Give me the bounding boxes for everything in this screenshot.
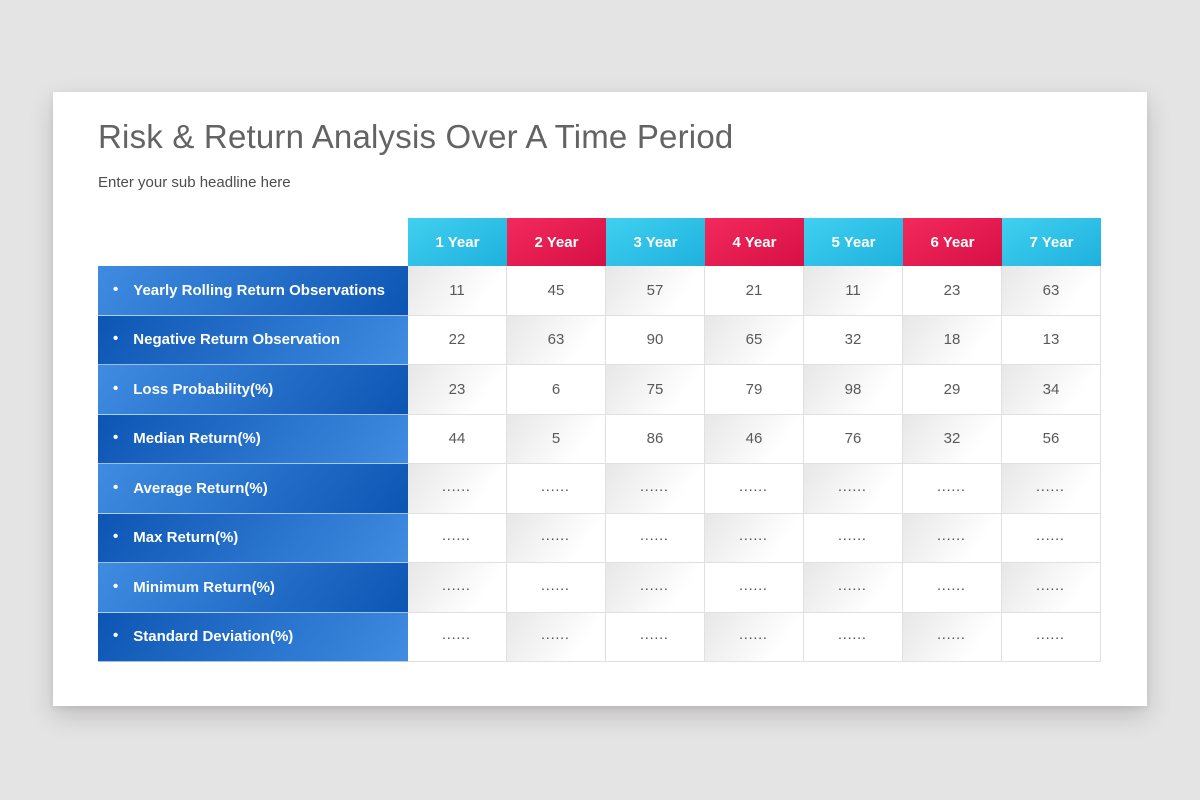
- data-cell: 65: [705, 315, 804, 365]
- column-header-1-year: 1 Year: [408, 218, 507, 266]
- row-label-text: Max Return(%): [133, 529, 239, 547]
- data-cell: 32: [804, 315, 903, 365]
- row-label: • Negative Return Observation: [98, 315, 408, 365]
- data-cell: ......: [804, 612, 903, 662]
- row-label: • Loss Probability(%): [98, 365, 408, 415]
- data-cell: ......: [903, 513, 1002, 563]
- data-cell: ......: [903, 612, 1002, 662]
- table-corner-spacer: [98, 218, 408, 266]
- data-cell: ......: [1002, 612, 1101, 662]
- data-cell: 5: [507, 414, 606, 464]
- bullet-icon: •: [113, 627, 119, 645]
- data-cell: 11: [408, 266, 507, 316]
- bullet-icon: •: [113, 280, 119, 298]
- column-header-6-year: 6 Year: [903, 218, 1002, 266]
- data-cell: ......: [507, 513, 606, 563]
- data-cell: 63: [507, 315, 606, 365]
- data-cell: 34: [1002, 365, 1101, 415]
- bullet-icon: •: [113, 577, 119, 595]
- row-label: • Median Return(%): [98, 414, 408, 464]
- data-cell: ......: [408, 563, 507, 613]
- page-title: Risk & Return Analysis Over A Time Perio…: [98, 118, 734, 155]
- data-cell: 46: [705, 414, 804, 464]
- column-header-2-year: 2 Year: [507, 218, 606, 266]
- data-cell: 75: [606, 365, 705, 415]
- slide-subtitle: Enter your sub headline here: [98, 174, 291, 191]
- data-cell: ......: [606, 612, 705, 662]
- bullet-icon: •: [113, 478, 119, 496]
- data-cell: ......: [1002, 563, 1101, 613]
- data-cell: 21: [705, 266, 804, 316]
- row-label: • Standard Deviation(%): [98, 612, 408, 662]
- data-cell: ......: [1002, 513, 1101, 563]
- bullet-icon: •: [113, 379, 119, 397]
- data-cell: ......: [606, 464, 705, 514]
- data-cell: 90: [606, 315, 705, 365]
- data-cell: 22: [408, 315, 507, 365]
- row-label-text: Minimum Return(%): [133, 578, 275, 596]
- data-cell: ......: [408, 612, 507, 662]
- data-cell: ......: [705, 563, 804, 613]
- data-cell: 44: [408, 414, 507, 464]
- data-cell: 11: [804, 266, 903, 316]
- data-cell: 76: [804, 414, 903, 464]
- data-cell: 23: [903, 266, 1002, 316]
- row-label: • Minimum Return(%): [98, 563, 408, 613]
- row-label-text: Negative Return Observation: [133, 331, 340, 349]
- data-cell: ......: [804, 464, 903, 514]
- column-header-3-year: 3 Year: [606, 218, 705, 266]
- data-cell: 56: [1002, 414, 1101, 464]
- data-cell: 79: [705, 365, 804, 415]
- row-label-text: Median Return(%): [133, 430, 261, 448]
- data-cell: ......: [606, 563, 705, 613]
- data-cell: ......: [408, 513, 507, 563]
- data-cell: 18: [903, 315, 1002, 365]
- data-cell: 45: [507, 266, 606, 316]
- data-cell: ......: [408, 464, 507, 514]
- bullet-icon: •: [113, 528, 119, 546]
- risk-return-table: 1 Year 2 Year 3 Year 4 Year 5 Year 6 Year 7 Ye…: [98, 218, 1101, 662]
- data-cell: ......: [705, 464, 804, 514]
- slide-card: Risk & Return Analysis Over A Time Perio…: [53, 92, 1147, 706]
- data-cell: 86: [606, 414, 705, 464]
- data-cell: 32: [903, 414, 1002, 464]
- data-cell: 23: [408, 365, 507, 415]
- data-cell: ......: [903, 563, 1002, 613]
- column-header-5-year: 5 Year: [804, 218, 903, 266]
- row-label-text: Yearly Rolling Return Observations: [133, 281, 385, 299]
- row-label-text: Standard Deviation(%): [133, 628, 294, 646]
- row-label: • Max Return(%): [98, 513, 408, 563]
- row-label-text: Loss Probability(%): [133, 380, 274, 398]
- data-cell: ......: [606, 513, 705, 563]
- data-cell: ......: [705, 612, 804, 662]
- data-cell: ......: [705, 513, 804, 563]
- data-cell: ......: [903, 464, 1002, 514]
- data-cell: ......: [507, 563, 606, 613]
- data-cell: 29: [903, 365, 1002, 415]
- row-label: • Yearly Rolling Return Observations: [98, 266, 408, 316]
- row-label: • Average Return(%): [98, 464, 408, 514]
- data-cell: 63: [1002, 266, 1101, 316]
- column-header-4-year: 4 Year: [705, 218, 804, 266]
- row-label-text: Average Return(%): [133, 479, 268, 497]
- data-cell: ......: [804, 563, 903, 613]
- data-cell: ......: [507, 612, 606, 662]
- data-cell: 98: [804, 365, 903, 415]
- data-cell: 57: [606, 266, 705, 316]
- data-cell: ......: [507, 464, 606, 514]
- data-cell: ......: [804, 513, 903, 563]
- bullet-icon: •: [113, 429, 119, 447]
- bullet-icon: •: [113, 330, 119, 348]
- column-header-7-year: 7 Year: [1002, 218, 1101, 266]
- data-cell: ......: [1002, 464, 1101, 514]
- data-cell: 13: [1002, 315, 1101, 365]
- data-cell: 6: [507, 365, 606, 415]
